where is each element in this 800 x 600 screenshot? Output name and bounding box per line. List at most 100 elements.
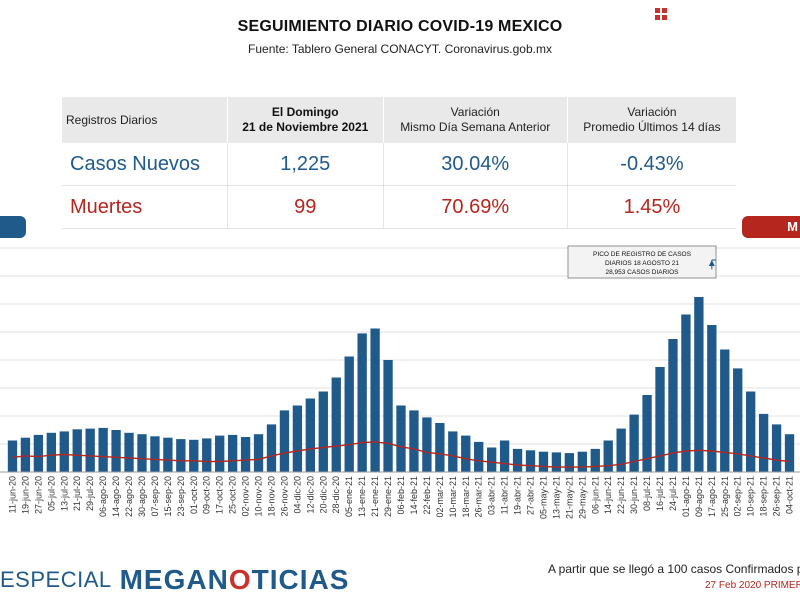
bar-casos <box>137 434 147 472</box>
x-tick-label: 27-abr-21 <box>526 476 536 515</box>
bar-casos <box>746 391 756 472</box>
x-tick-label: 21-ene-21 <box>370 476 380 517</box>
x-tick-label: 13-ene-21 <box>357 476 367 517</box>
bar-casos <box>771 424 782 472</box>
header-var-week-line1: Variación <box>450 105 500 119</box>
header-date: El Domingo 21 de Noviembre 2021 <box>227 97 384 143</box>
page-title: SEGUIMIENTO DIARIO COVID-19 MEXICO <box>237 18 563 35</box>
bar-casos <box>202 438 212 472</box>
bar-casos <box>124 432 134 472</box>
annotation-text: 28,953 CASOS DIARIOS <box>606 269 680 276</box>
x-tick-label: 13-jul-20 <box>59 476 69 511</box>
x-tick-label: 01-ago-21 <box>681 476 691 517</box>
x-tick-label: 09-ago-21 <box>694 476 704 517</box>
x-tick-label: 04-oct-21 <box>785 476 795 514</box>
bar-casos <box>331 377 341 472</box>
bar-casos <box>422 417 432 472</box>
row-muertes-label: Muertes <box>62 185 228 229</box>
bar-casos <box>215 435 225 472</box>
header-var-week: Variación Mismo Día Semana Anterior <box>383 97 568 143</box>
x-tick-label: 14-jun-21 <box>603 476 613 514</box>
brand-part-c: TICIAS <box>251 564 350 595</box>
bar-casos <box>655 367 665 472</box>
bar-casos <box>707 325 717 472</box>
x-tick-label: 20-dic-20 <box>318 476 328 514</box>
grid-logo-icon <box>655 8 667 20</box>
bar-casos <box>512 448 523 472</box>
x-tick-label: 19-jun-20 <box>20 476 30 514</box>
bar-casos <box>240 437 251 472</box>
brand-part-a: MEGAN <box>119 564 229 595</box>
annotation-text: PICO DE REGISTRO DE CASOS <box>593 251 692 258</box>
deaths-tab-text: M <box>787 219 798 234</box>
bar-casos <box>163 437 173 472</box>
bar-casos <box>461 435 471 472</box>
x-tick-label: 29-may-21 <box>577 476 587 519</box>
x-tick-label: 22-ago-20 <box>124 476 134 517</box>
bar-casos <box>59 431 69 472</box>
bar-casos <box>525 450 536 472</box>
x-tick-label: 01-oct-20 <box>189 476 199 514</box>
footer-date: 27 Feb 2020 PRIMER <box>705 580 800 591</box>
header-date-line2: 21 de Noviembre 2021 <box>242 120 369 134</box>
line-muertes <box>12 441 790 468</box>
row-casos: Casos Nuevos 1,225 30.04% -0.43% <box>62 143 736 186</box>
bar-casos <box>733 368 743 472</box>
bar-casos <box>370 328 380 472</box>
bar-casos <box>357 333 367 472</box>
cases-tab <box>0 216 26 238</box>
bar-casos <box>227 434 238 472</box>
x-tick-label: 14-ago-20 <box>111 476 121 517</box>
x-tick-label: 12-dic-20 <box>305 476 315 514</box>
bar-casos <box>564 453 575 472</box>
x-tick-label: 27-jun-20 <box>33 476 43 514</box>
x-tick-label: 22-feb-21 <box>422 476 432 515</box>
bar-casos <box>603 440 613 472</box>
annotation-arrow <box>708 260 715 266</box>
bar-casos <box>266 424 277 472</box>
x-tick-label: 10-sep-21 <box>746 476 756 517</box>
bar-casos <box>474 441 484 472</box>
x-tick-label: 21-may-21 <box>564 476 574 519</box>
x-tick-label: 08-jul-21 <box>642 476 652 511</box>
x-tick-label: 11-abr-21 <box>500 476 510 514</box>
annotation-text: DIARIOS 18 AGOSTO 21 <box>605 260 679 267</box>
x-tick-label: 23-sep-20 <box>176 476 186 517</box>
bar-casos <box>409 410 419 472</box>
bar-casos <box>616 428 626 472</box>
bar-casos <box>33 434 44 472</box>
bar-casos <box>758 413 769 472</box>
bar-casos <box>20 437 31 472</box>
row-muertes-var-14: 1.45% <box>567 185 736 229</box>
x-tick-label: 18-mar-21 <box>461 476 471 518</box>
bar-casos <box>448 431 458 472</box>
bar-casos <box>292 405 303 472</box>
bar-casos <box>85 428 95 472</box>
brand-logo: MEGANOTICIAS <box>120 564 350 596</box>
x-tick-label: 05-ene-21 <box>344 476 354 517</box>
covid-daily-chart: 11-jun-20 19-jun-20 27-jun-20 05-jul-20 13-j… <box>0 245 800 519</box>
x-tick-label: 24-jul-21 <box>668 476 678 511</box>
bar-casos <box>305 398 316 472</box>
x-tick-label: 06-ago-20 <box>98 476 108 517</box>
x-tick-label: 16-jul-21 <box>655 476 665 511</box>
bar-casos <box>98 427 108 472</box>
bar-casos <box>46 432 56 472</box>
footer-especial: ESPECIAL <box>0 567 112 592</box>
bar-casos <box>279 410 290 472</box>
bar-casos <box>694 297 704 472</box>
bar-casos <box>629 414 639 472</box>
bar-casos <box>189 439 199 472</box>
x-tick-label: 02-nov-20 <box>241 476 251 517</box>
x-tick-label: 28-dic-20 <box>331 476 341 514</box>
x-tick-label: 02-sep-21 <box>733 476 743 517</box>
x-tick-label: 26-mar-21 <box>474 476 484 518</box>
x-tick-label: 29-jul-20 <box>85 476 95 511</box>
header-var-week-line2: Mismo Día Semana Anterior <box>400 120 551 134</box>
x-tick-label: 07-sep-20 <box>150 476 160 517</box>
annotation-box <box>567 245 717 279</box>
bar-casos <box>318 391 328 472</box>
x-tick-label: 06-jun-21 <box>590 476 600 514</box>
x-tick-label: 29-ene-21 <box>383 476 393 517</box>
bar-casos <box>176 439 186 472</box>
